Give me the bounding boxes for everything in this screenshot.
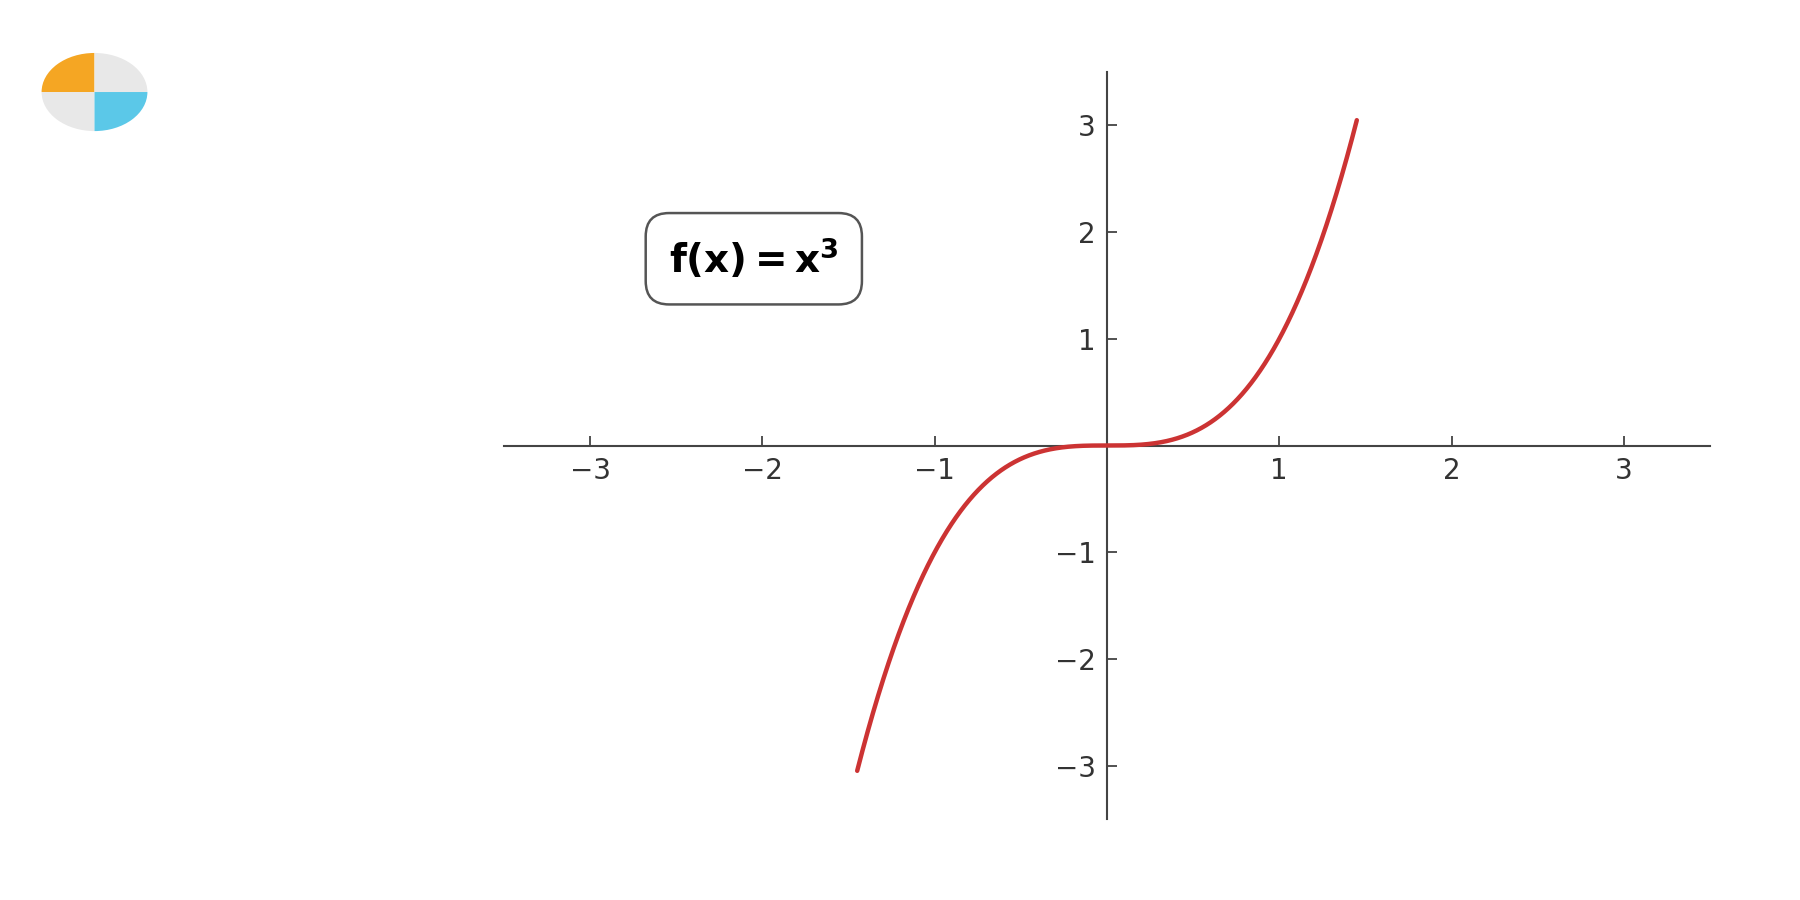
- Wedge shape: [41, 92, 94, 131]
- Text: STORY OF MATHEMATICS: STORY OF MATHEMATICS: [58, 162, 131, 167]
- Wedge shape: [41, 53, 94, 92]
- Wedge shape: [94, 92, 148, 131]
- Text: $\mathbf{f(x) = x^3}$: $\mathbf{f(x) = x^3}$: [670, 237, 839, 281]
- Text: SOM: SOM: [68, 133, 121, 154]
- Wedge shape: [94, 53, 148, 92]
